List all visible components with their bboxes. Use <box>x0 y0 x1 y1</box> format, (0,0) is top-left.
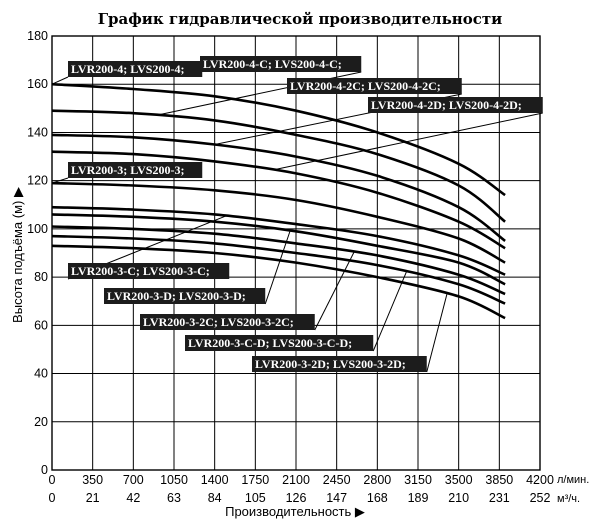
series-label-7: LVR200-3-2C; LVS200-3-2C; <box>143 315 294 329</box>
y-tick-label-2: 40 <box>34 367 48 381</box>
curve-1 <box>51 109 506 223</box>
curves <box>51 82 506 320</box>
y-tick-label-4: 80 <box>34 270 48 284</box>
y-tick-label-5: 100 <box>27 222 48 236</box>
series-label-box-6 <box>104 288 266 304</box>
x-tick-label-10: 3500 <box>445 473 473 487</box>
x-tick-label-11: 3850 <box>485 473 513 487</box>
x-tick-label-5: 1750 <box>241 473 269 487</box>
series-label-box-7 <box>140 314 315 330</box>
x2-tick-label-6: 126 <box>286 491 307 505</box>
curve-3 <box>51 150 506 250</box>
x-tick-label-3: 1050 <box>160 473 188 487</box>
x2-unit-label: м³/ч. <box>557 493 580 505</box>
label-leader-8 <box>372 271 407 352</box>
x2-tick-label-11: 231 <box>489 491 510 505</box>
x2-tick-label-3: 63 <box>167 491 181 505</box>
curve-5 <box>51 205 506 276</box>
curve-7 <box>51 225 506 296</box>
x-tick-label-0: 0 <box>49 473 56 487</box>
series-label-1: LVR200-4-C; LVS200-4-C; <box>203 57 342 71</box>
x2-tick-label-12: 252 <box>530 491 551 505</box>
label-tags: LVR200-4; LVS200-4; LVR200-4-C; LVS200-4-… <box>68 56 543 372</box>
series-label-8: LVR200-3-C-D; LVS200-3-C-D; <box>188 336 352 350</box>
series-label-box-8 <box>185 335 374 351</box>
series-label-0: LVR200-4; LVS200-4; <box>71 62 184 76</box>
label-leader-6 <box>264 230 291 305</box>
plot-frame <box>51 35 541 471</box>
x-axis-label: Производительность ▶ <box>225 504 365 519</box>
series-label-box-2 <box>287 78 462 94</box>
x-tick-label-8: 2800 <box>363 473 391 487</box>
x2-tick-label-8: 168 <box>367 491 388 505</box>
x-tick-label-2: 700 <box>123 473 144 487</box>
series-label-box-4 <box>68 162 203 178</box>
series-label-box-9 <box>252 356 427 372</box>
x2-tick-label-4: 84 <box>208 491 222 505</box>
x-unit-label: л/мин. <box>557 474 589 486</box>
y-tick-label-8: 160 <box>27 77 48 91</box>
tick-labels: 0 350 700 1050 1400 1750 2100 2450 2800 3150 3500 3… <box>27 29 554 505</box>
x2-tick-label-0: 0 <box>49 491 56 505</box>
x2-tick-label-2: 42 <box>126 491 140 505</box>
x2-tick-label-5: 105 <box>245 491 266 505</box>
y-tick-label-7: 140 <box>27 125 48 139</box>
x2-tick-label-10: 210 <box>448 491 469 505</box>
x2-tick-label-9: 189 <box>408 491 429 505</box>
x2-tick-label-1: 21 <box>86 491 100 505</box>
curve-8 <box>51 234 506 305</box>
x-tick-label-4: 1400 <box>201 473 229 487</box>
curve-0 <box>51 82 506 197</box>
y-tick-label-6: 120 <box>27 174 48 188</box>
series-label-box-5 <box>68 263 230 279</box>
x2-tick-label-7: 147 <box>326 491 347 505</box>
label-leader-9 <box>426 293 448 373</box>
y-tick-label-9: 180 <box>27 29 48 43</box>
y-tick-label-1: 20 <box>34 415 48 429</box>
series-label-box-0 <box>68 61 203 77</box>
curve-9 <box>51 244 506 320</box>
y-tick-label-3: 60 <box>34 318 48 332</box>
series-label-6: LVR200-3-D; LVS200-3-D; <box>107 289 246 303</box>
x-tick-label-12: 4200 <box>526 473 554 487</box>
curve-2 <box>51 133 506 242</box>
series-label-3: LVR200-4-2D; LVS200-4-2D; <box>371 98 522 112</box>
label-leader-4 <box>51 177 69 184</box>
y-axis-label: Высота подъёма (м) ▶ <box>10 187 25 323</box>
y-tick-label-0: 0 <box>41 463 48 477</box>
label-leader-0 <box>51 76 69 85</box>
label-leader-7 <box>314 251 355 331</box>
curve-4 <box>51 181 506 264</box>
x-tick-label-7: 2450 <box>323 473 351 487</box>
x-tick-label-6: 2100 <box>282 473 310 487</box>
label-leader-3 <box>272 112 543 171</box>
series-label-4: LVR200-3; LVS200-3; <box>71 163 184 177</box>
label-leaders <box>51 71 543 373</box>
curve-6 <box>51 213 506 286</box>
series-label-2: LVR200-4-2C; LVS200-4-2C; <box>290 79 441 93</box>
series-label-5: LVR200-3-C; LVS200-3-C; <box>71 264 210 278</box>
series-label-9: LVR200-3-2D; LVS200-3-2D; <box>255 357 406 371</box>
x-tick-label-1: 350 <box>82 473 103 487</box>
chart-title: График гидравлической производительности <box>98 10 503 28</box>
series-label-box-3 <box>368 97 543 113</box>
x-tick-label-9: 3150 <box>404 473 432 487</box>
series-label-box-1 <box>200 56 362 72</box>
